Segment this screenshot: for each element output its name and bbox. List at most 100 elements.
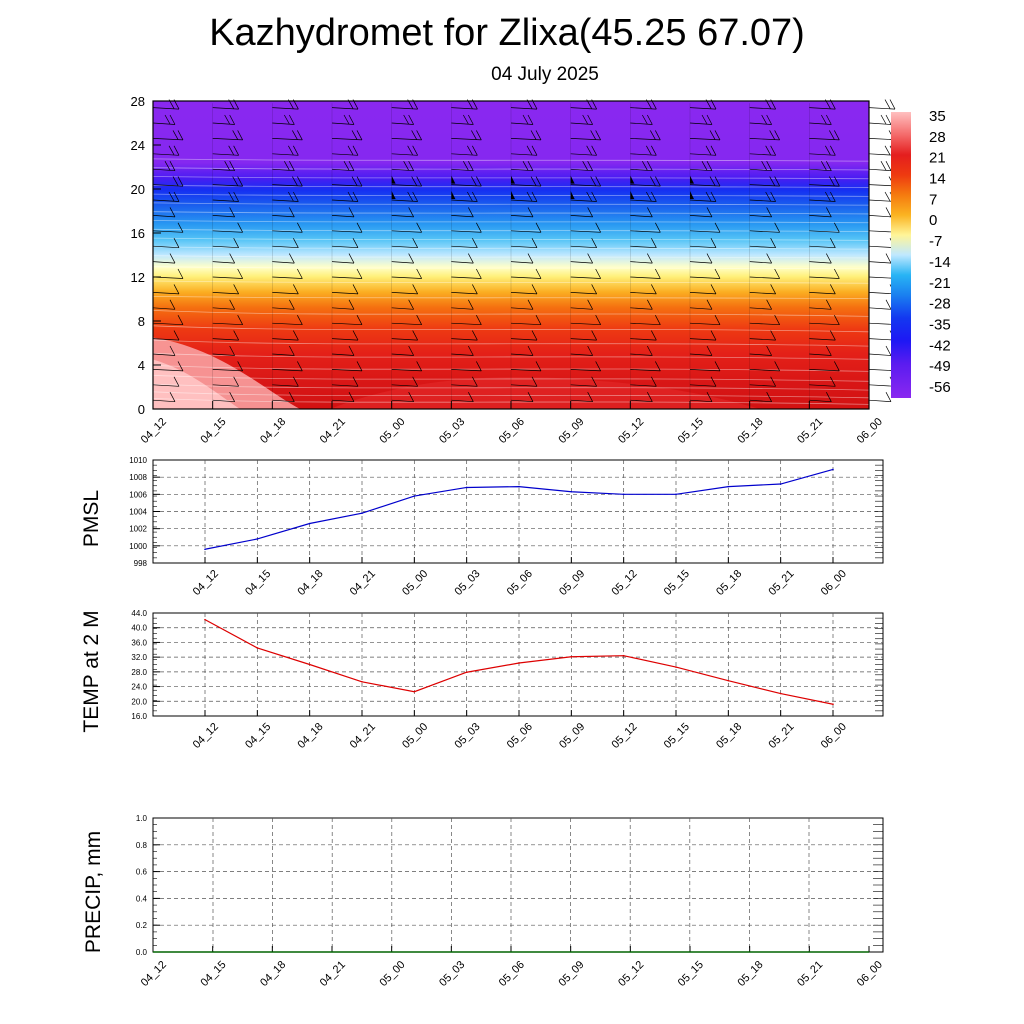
- plot-frame: [152, 612, 884, 717]
- wind-barb-shaft: [272, 384, 299, 387]
- wind-barb-feather: [714, 176, 721, 187]
- wind-barb-feather: [472, 284, 478, 295]
- wind-barb-feather: [416, 176, 422, 187]
- wind-barb-feather: [229, 392, 235, 402]
- wind-barb-feather: [766, 161, 772, 171]
- wind-barb-shaft: [212, 353, 235, 356]
- data-point: [413, 495, 416, 497]
- wind-barb-shaft: [451, 261, 474, 264]
- wind-barb-shaft: [152, 107, 180, 110]
- contour-line: [152, 296, 870, 300]
- wind-barb-shaft: [749, 369, 780, 372]
- colorbar-label: -42: [929, 337, 951, 354]
- wind-barb-feather: [595, 176, 601, 187]
- wind-barb-feather: [233, 145, 239, 156]
- wind-barb-feather: [885, 161, 892, 171]
- wind-barb-feather: [769, 176, 775, 186]
- wind-barb-feather: [173, 284, 180, 295]
- wind-barb-feather: [289, 161, 295, 171]
- wind-barb-feather: [289, 345, 295, 356]
- wind-barb-feather: [706, 345, 713, 356]
- wind-barb-shaft: [809, 369, 840, 372]
- wind-barb-shaft: [272, 199, 299, 202]
- contour-line: [152, 237, 870, 241]
- wind-barb-shaft: [212, 399, 235, 403]
- colorbar: 35 28 21 14 7 0 -7 -14 -21 -28 -35 -42 -49 -56: [891, 108, 951, 398]
- wind-barb-feather: [348, 207, 355, 218]
- wind-barb-feather: [412, 284, 418, 295]
- wind-barb-shaft: [570, 353, 593, 356]
- x-tick-label: 04_18: [258, 959, 288, 989]
- wind-barb-feather: [714, 130, 721, 141]
- wind-barb-shaft: [570, 338, 597, 341]
- wind-barb-feather: [647, 207, 653, 218]
- y-axis-label: PMSL: [80, 490, 103, 547]
- colorbar-label: 7: [929, 191, 937, 208]
- wind-barb-feather: [710, 145, 717, 156]
- wind-barb-shaft: [868, 353, 892, 356]
- x-tick-label: 05_03: [437, 416, 467, 446]
- wind-barb-shaft: [510, 138, 542, 141]
- temp-2m-panel: 16.0 20.0 24.0 28.0 32.0 36.0 40.0 44.0 04_12 04_…: [80, 609, 884, 751]
- wind-barb-feather: [642, 114, 648, 125]
- wind-barb-shaft: [630, 138, 661, 141]
- wind-barb-shaft: [749, 399, 772, 403]
- wind-barb-feather: [705, 191, 712, 202]
- x-tick-label: 04_12: [139, 959, 169, 989]
- wind-barb-feather: [177, 361, 184, 372]
- wind-barb-feather: [535, 315, 542, 325]
- x-tick-label: 05_09: [557, 568, 587, 598]
- wind-barb-feather: [224, 161, 230, 171]
- wind-barb-feather: [766, 207, 772, 218]
- data-point: [465, 671, 468, 674]
- wind-barb-shaft: [689, 399, 713, 403]
- wind-barb-feather: [293, 376, 299, 387]
- wind-barb-shaft: [272, 307, 295, 310]
- wind-barb-feather: [297, 130, 303, 141]
- wind-barb-shaft: [451, 353, 474, 356]
- wind-barb-pennant: [391, 191, 396, 199]
- wind-barb-shaft: [272, 322, 303, 326]
- x-tick-label: 06_00: [819, 568, 849, 598]
- wind-barb-feather: [229, 253, 235, 264]
- plot-frame: [152, 817, 884, 953]
- wind-barb-feather: [834, 315, 840, 325]
- colorbar-label: -56: [929, 379, 951, 396]
- y-tick-label: 4: [138, 358, 145, 373]
- wind-barb-shaft: [212, 384, 239, 387]
- y-axis-label: TEMP at 2 M: [80, 610, 103, 732]
- wind-barb-feather: [709, 130, 716, 140]
- wind-barb-feather: [766, 253, 772, 264]
- colorbar-label: -7: [929, 233, 942, 250]
- wind-barb-feather: [587, 253, 593, 264]
- wind-barb-feather: [468, 207, 474, 218]
- wind-barb-shaft: [689, 138, 721, 141]
- x-tick-label: 04_15: [198, 959, 228, 989]
- wind-barb-feather: [472, 145, 478, 156]
- chart-subtitle: 04 July 2025: [491, 64, 599, 85]
- wind-barb-feather: [647, 392, 653, 402]
- wind-barb-feather: [229, 114, 235, 125]
- wind-barb-shaft: [510, 399, 534, 403]
- y-tick-label: 20: [131, 182, 145, 197]
- wind-barb-feather: [587, 114, 593, 125]
- wind-barb-shaft: [391, 292, 418, 295]
- wind-barb-feather: [646, 145, 652, 155]
- wind-barb-shaft: [451, 230, 482, 233]
- x-tick-label: 05_12: [616, 416, 646, 446]
- wind-barb-feather: [710, 330, 717, 341]
- wind-barb-feather: [651, 376, 657, 387]
- wind-barb-shaft: [749, 215, 772, 218]
- x-tick-label: 05_15: [662, 721, 692, 751]
- wind-barb-shaft: [689, 122, 713, 125]
- wind-barb-pennant: [630, 191, 635, 199]
- wind-barb-feather: [297, 268, 303, 279]
- wind-barb-shaft: [212, 338, 239, 341]
- wind-barb-feather: [476, 315, 482, 325]
- wind-barb-shaft: [809, 138, 840, 141]
- wind-barb-feather: [412, 191, 418, 202]
- wind-barb-shaft: [331, 184, 363, 187]
- wind-barb-feather: [889, 99, 896, 110]
- wind-barb-feather: [826, 392, 832, 402]
- wind-barb-feather: [710, 238, 717, 248]
